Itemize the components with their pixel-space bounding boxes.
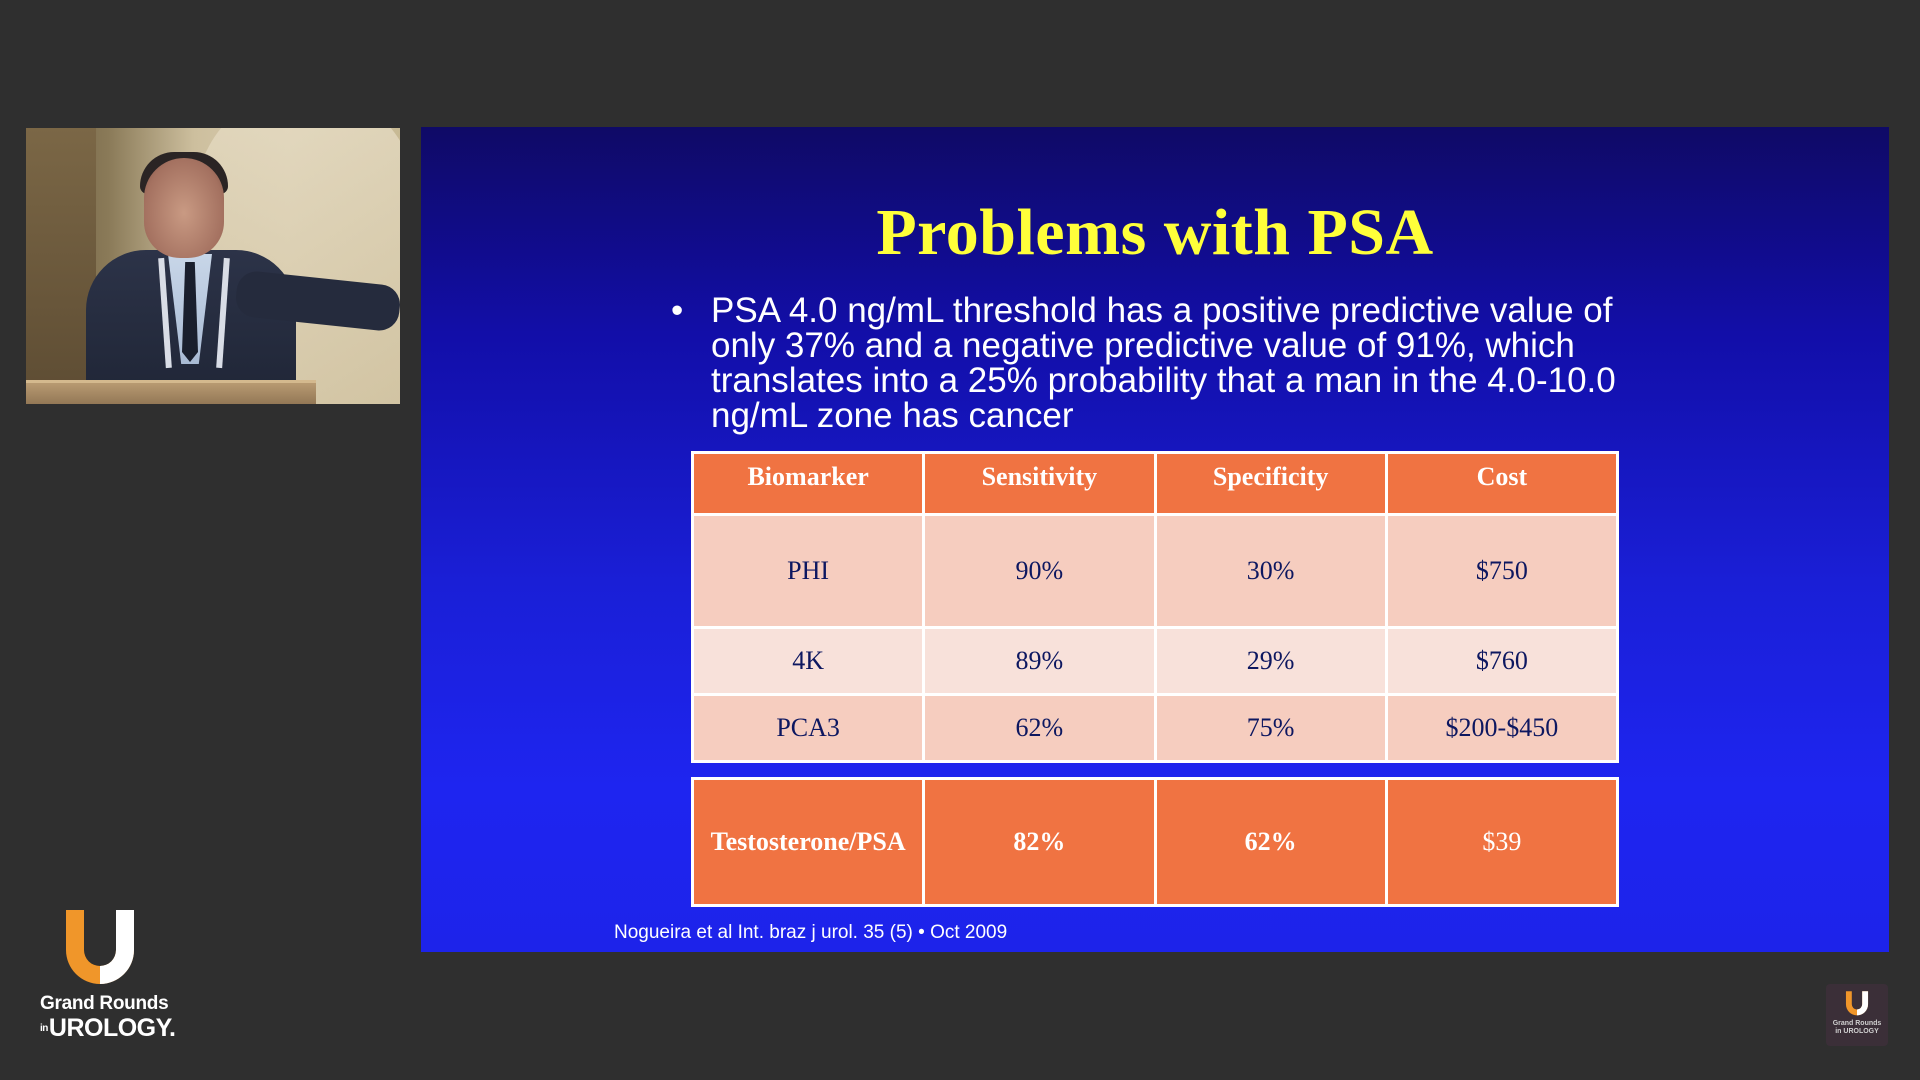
slide-citation: Nogueira et al Int. braz j urol. 35 (5) …	[614, 922, 1008, 943]
biomarker-table: Biomarker Sensitivity Specificity Cost P…	[690, 451, 1620, 763]
table-cell: 90%	[922, 513, 1157, 629]
table-cell: $750	[1384, 513, 1620, 629]
table-row: PCA3 62% 75% $200-$450	[690, 693, 1620, 763]
brand-line-2-text: UROLOGY	[48, 1014, 170, 1042]
highlight-cell: Testosterone/PSA	[690, 777, 926, 907]
table-row: 4K 89% 29% $760	[690, 626, 1620, 696]
table-cell: PCA3	[690, 693, 926, 763]
u-logo-icon	[66, 910, 134, 984]
u-logo-icon	[1845, 991, 1869, 1016]
table-cell: 89%	[922, 626, 1157, 696]
highlight-cell: 82%	[922, 777, 1157, 907]
presentation-slide: Problems with PSA • PSA 4.0 ng/mL thresh…	[421, 127, 1889, 952]
corner-logo-line-1: Grand Rounds	[1832, 1020, 1882, 1027]
corner-logo-text: Grand Rounds in UROLOGY	[1826, 1020, 1888, 1036]
slide-title: Problems with PSA	[876, 196, 1434, 269]
highlight-cell: 62%	[1153, 777, 1388, 907]
brand-wordmark: Grand Rounds inUROLOGY.	[40, 992, 176, 1042]
table-cell: 75%	[1153, 693, 1388, 763]
table-header-cell: Sensitivity	[922, 451, 1157, 516]
bullet-text: PSA 4.0 ng/mL threshold has a positive p…	[711, 291, 1616, 435]
bullet-marker: •	[671, 291, 684, 330]
slide-bullet: • PSA 4.0 ng/mL threshold has a positive…	[671, 293, 1631, 433]
highlight-row: Testosterone/PSA 82% 62% $39	[690, 777, 1620, 907]
speaker-video	[26, 128, 400, 404]
brand-logo: Grand Rounds inUROLOGY.	[40, 900, 176, 1050]
table-cell: $760	[1384, 626, 1620, 696]
brand-line-2: inUROLOGY.	[40, 1014, 176, 1042]
brand-line-2-suffix: .	[169, 1014, 176, 1042]
table-row: PHI 90% 30% $750	[690, 513, 1620, 629]
speaker-tie	[182, 262, 198, 362]
table-cell: 62%	[922, 693, 1157, 763]
table-cell: 29%	[1153, 626, 1388, 696]
corner-logo-line-2: in UROLOGY	[1835, 1028, 1879, 1035]
podium	[26, 380, 316, 404]
table-header-cell: Specificity	[1153, 451, 1388, 516]
camera-wall	[26, 128, 96, 404]
table-header-cell: Biomarker	[690, 451, 926, 516]
speaker-head	[144, 158, 224, 258]
table-header-row: Biomarker Sensitivity Specificity Cost	[690, 451, 1620, 516]
table-cell: PHI	[690, 513, 926, 629]
brand-line-1: Grand Rounds	[40, 993, 169, 1014]
table-header-cell: Cost	[1384, 451, 1620, 516]
highlight-table: Testosterone/PSA 82% 62% $39	[690, 777, 1620, 907]
highlight-cell: $39	[1384, 777, 1620, 907]
corner-watermark-logo: Grand Rounds in UROLOGY	[1826, 984, 1888, 1046]
table-cell: 4K	[690, 626, 926, 696]
table-cell: 30%	[1153, 513, 1388, 629]
table-cell: $200-$450	[1384, 693, 1620, 763]
brand-line-2-prefix: in	[40, 1023, 48, 1035]
